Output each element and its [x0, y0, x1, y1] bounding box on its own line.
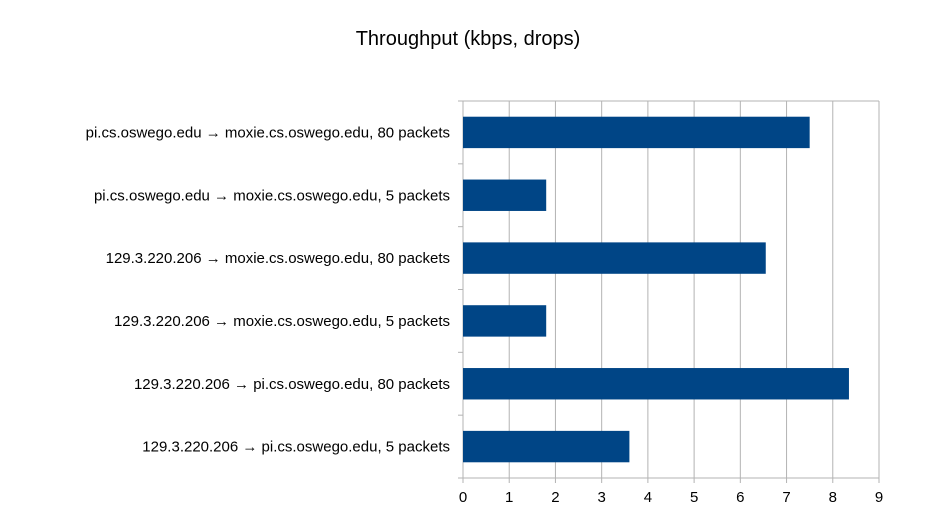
category-label: 129.3.220.206 → pi.cs.oswego.edu, 80 pac… [134, 376, 450, 393]
x-tick-label: 1 [505, 489, 513, 506]
bar [463, 368, 849, 400]
x-tick-label: 0 [459, 489, 467, 506]
bar [463, 242, 766, 274]
category-label: 129.3.220.206 → moxie.cs.oswego.edu, 80 … [106, 250, 450, 267]
bars [463, 116, 849, 463]
x-tick-label: 9 [875, 489, 883, 506]
x-tick-label: 4 [644, 489, 652, 506]
category-label: pi.cs.oswego.edu → moxie.cs.oswego.edu, … [86, 124, 450, 141]
x-tick-label: 6 [736, 489, 744, 506]
bar [463, 179, 547, 211]
category-label: 129.3.220.206 → pi.cs.oswego.edu, 5 pack… [142, 439, 450, 456]
x-tick-labels: 0 1 2 3 4 5 6 7 8 9 [459, 489, 883, 506]
bar [463, 116, 810, 149]
bar [463, 305, 547, 337]
x-tick-label: 8 [829, 489, 837, 506]
category-labels: pi.cs.oswego.edu → moxie.cs.oswego.edu, … [86, 124, 450, 455]
chart-title: Throughput (kbps, drops) [356, 28, 581, 50]
x-tick-label: 3 [597, 489, 605, 506]
gridlines [458, 100, 880, 483]
category-label: pi.cs.oswego.edu → moxie.cs.oswego.edu, … [94, 187, 450, 204]
category-label: 129.3.220.206 → moxie.cs.oswego.edu, 5 p… [114, 313, 450, 330]
x-tick-label: 7 [782, 489, 790, 506]
bar [463, 430, 630, 463]
x-tick-label: 5 [690, 489, 698, 506]
x-tick-label: 2 [551, 489, 559, 506]
